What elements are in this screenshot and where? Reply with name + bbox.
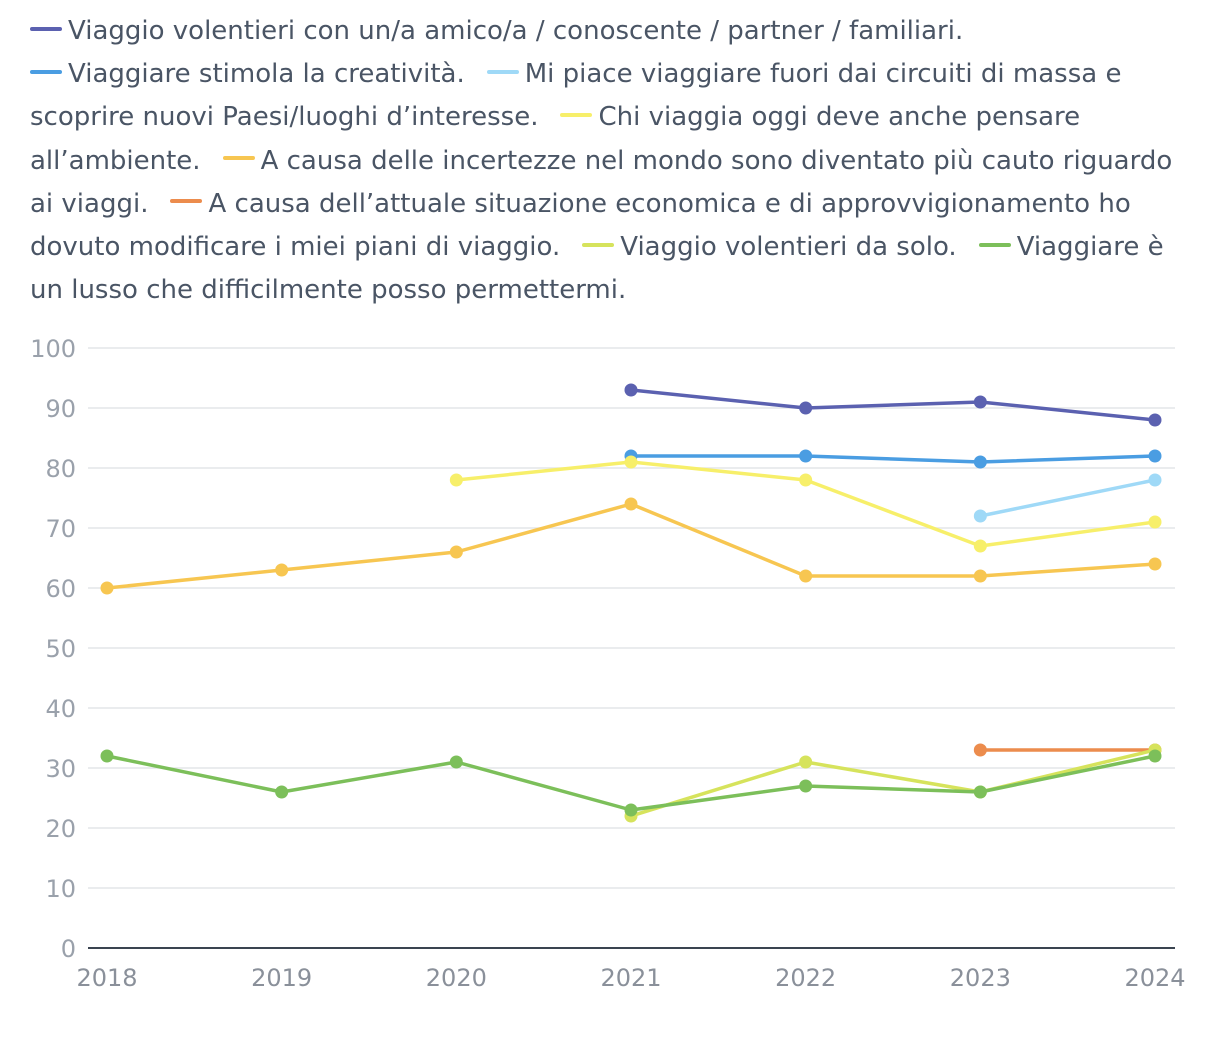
y-tick-label: 60: [45, 575, 76, 603]
series: [624, 383, 1162, 427]
data-point: [799, 473, 813, 487]
series: [624, 449, 1162, 469]
series: [100, 749, 1162, 817]
legend-item: A causa delle incertezze nel mondo sono …: [30, 146, 1172, 219]
legend-item: Mi piace viaggiare fuori dai circuiti di…: [30, 59, 1121, 132]
legend-label: Viaggio volentieri da solo.: [620, 232, 957, 263]
data-point: [1148, 515, 1162, 529]
y-tick-label: 40: [45, 695, 76, 723]
legend-label: Mi piace viaggiare fuori dai circuiti di…: [30, 59, 1122, 133]
legend-label: Viaggiare è un lusso che difficilmente p…: [30, 232, 1164, 306]
y-tick-label: 100: [30, 335, 76, 363]
series-line: [629, 388, 1157, 422]
legend-item: Viaggiare è un lusso che difficilmente p…: [30, 232, 1164, 305]
x-tick-label: 2018: [76, 964, 137, 992]
data-point: [799, 401, 813, 415]
legend-label: Viaggio volentieri con un/a amico/a / co…: [68, 16, 964, 46]
data-point: [1148, 749, 1162, 763]
legend-item: Viaggio volentieri da solo.: [582, 232, 957, 263]
y-tick-label: 50: [45, 635, 76, 663]
y-tick-label: 0: [61, 935, 76, 963]
data-point: [100, 581, 114, 595]
series-line: [978, 478, 1157, 518]
data-point: [449, 545, 463, 559]
legend-swatch: [978, 242, 1011, 247]
x-tick-label: 2022: [775, 964, 836, 992]
data-point: [275, 563, 289, 577]
data-point: [1148, 557, 1162, 571]
series-line: [629, 748, 1157, 818]
legend-swatch: [486, 69, 519, 74]
y-tick-label: 20: [45, 815, 76, 843]
series: [449, 455, 1162, 553]
x-tick-label: 2019: [251, 964, 312, 992]
data-point: [973, 395, 987, 409]
data-point: [973, 785, 987, 799]
x-tick-label: 2021: [600, 964, 661, 992]
data-point: [799, 569, 813, 583]
data-point: [449, 473, 463, 487]
data-point: [973, 743, 987, 757]
data-point: [624, 383, 638, 397]
data-point: [973, 569, 987, 583]
legend-item: Viaggiare stimola la creatività.: [30, 59, 465, 89]
y-tick-label: 30: [45, 755, 76, 783]
series: [973, 473, 1162, 523]
legend-item: A causa dell’attuale situazione economic…: [30, 189, 1131, 262]
x-tick-label: 2024: [1124, 964, 1185, 992]
data-point: [1148, 413, 1162, 427]
y-tick-label: 70: [45, 515, 76, 543]
y-tick-label: 90: [45, 395, 76, 423]
legend-label: A causa delle incertezze nel mondo sono …: [30, 145, 1173, 219]
legend-swatch: [30, 69, 62, 74]
legend-item: Viaggio volentieri con un/a amico/a / co…: [30, 16, 963, 46]
x-tick-label: 2023: [950, 964, 1011, 992]
data-point: [624, 803, 638, 817]
x-tick-label: 2020: [426, 964, 487, 992]
y-tick-label: 80: [45, 455, 76, 483]
series-line: [105, 754, 1157, 812]
data-point: [799, 779, 813, 793]
legend-label: A causa dell’attuale situazione economic…: [30, 188, 1131, 263]
legend-swatch: [582, 242, 615, 247]
data-point: [973, 539, 987, 553]
data-point: [449, 755, 463, 769]
series-line: [629, 454, 1157, 464]
data-point: [973, 455, 987, 469]
legend-label: Chi viaggia oggi deve anche pensare all’…: [30, 102, 1081, 176]
legend-swatch: [170, 199, 203, 204]
data-point: [973, 509, 987, 523]
data-point: [1148, 473, 1162, 487]
data-point: [799, 449, 813, 463]
data-point: [100, 749, 114, 763]
series: [100, 497, 1162, 595]
legend-item: Chi viaggia oggi deve anche pensare all’…: [30, 102, 1080, 175]
data-point: [624, 455, 638, 469]
series-line: [105, 502, 1157, 590]
chart-legend: Viaggio volentieri con un/a amico/a / co…: [30, 10, 1200, 312]
data-point: [799, 755, 813, 769]
legend-swatch: [222, 156, 255, 161]
legend-swatch: [560, 112, 593, 117]
y-tick-label: 10: [45, 875, 76, 903]
data-point: [624, 497, 638, 511]
legend-label: Viaggiare stimola la creatività.: [68, 59, 465, 90]
series: [624, 743, 1162, 823]
legend-swatch: [30, 26, 62, 31]
data-point: [1148, 449, 1162, 463]
data-point: [275, 785, 289, 799]
